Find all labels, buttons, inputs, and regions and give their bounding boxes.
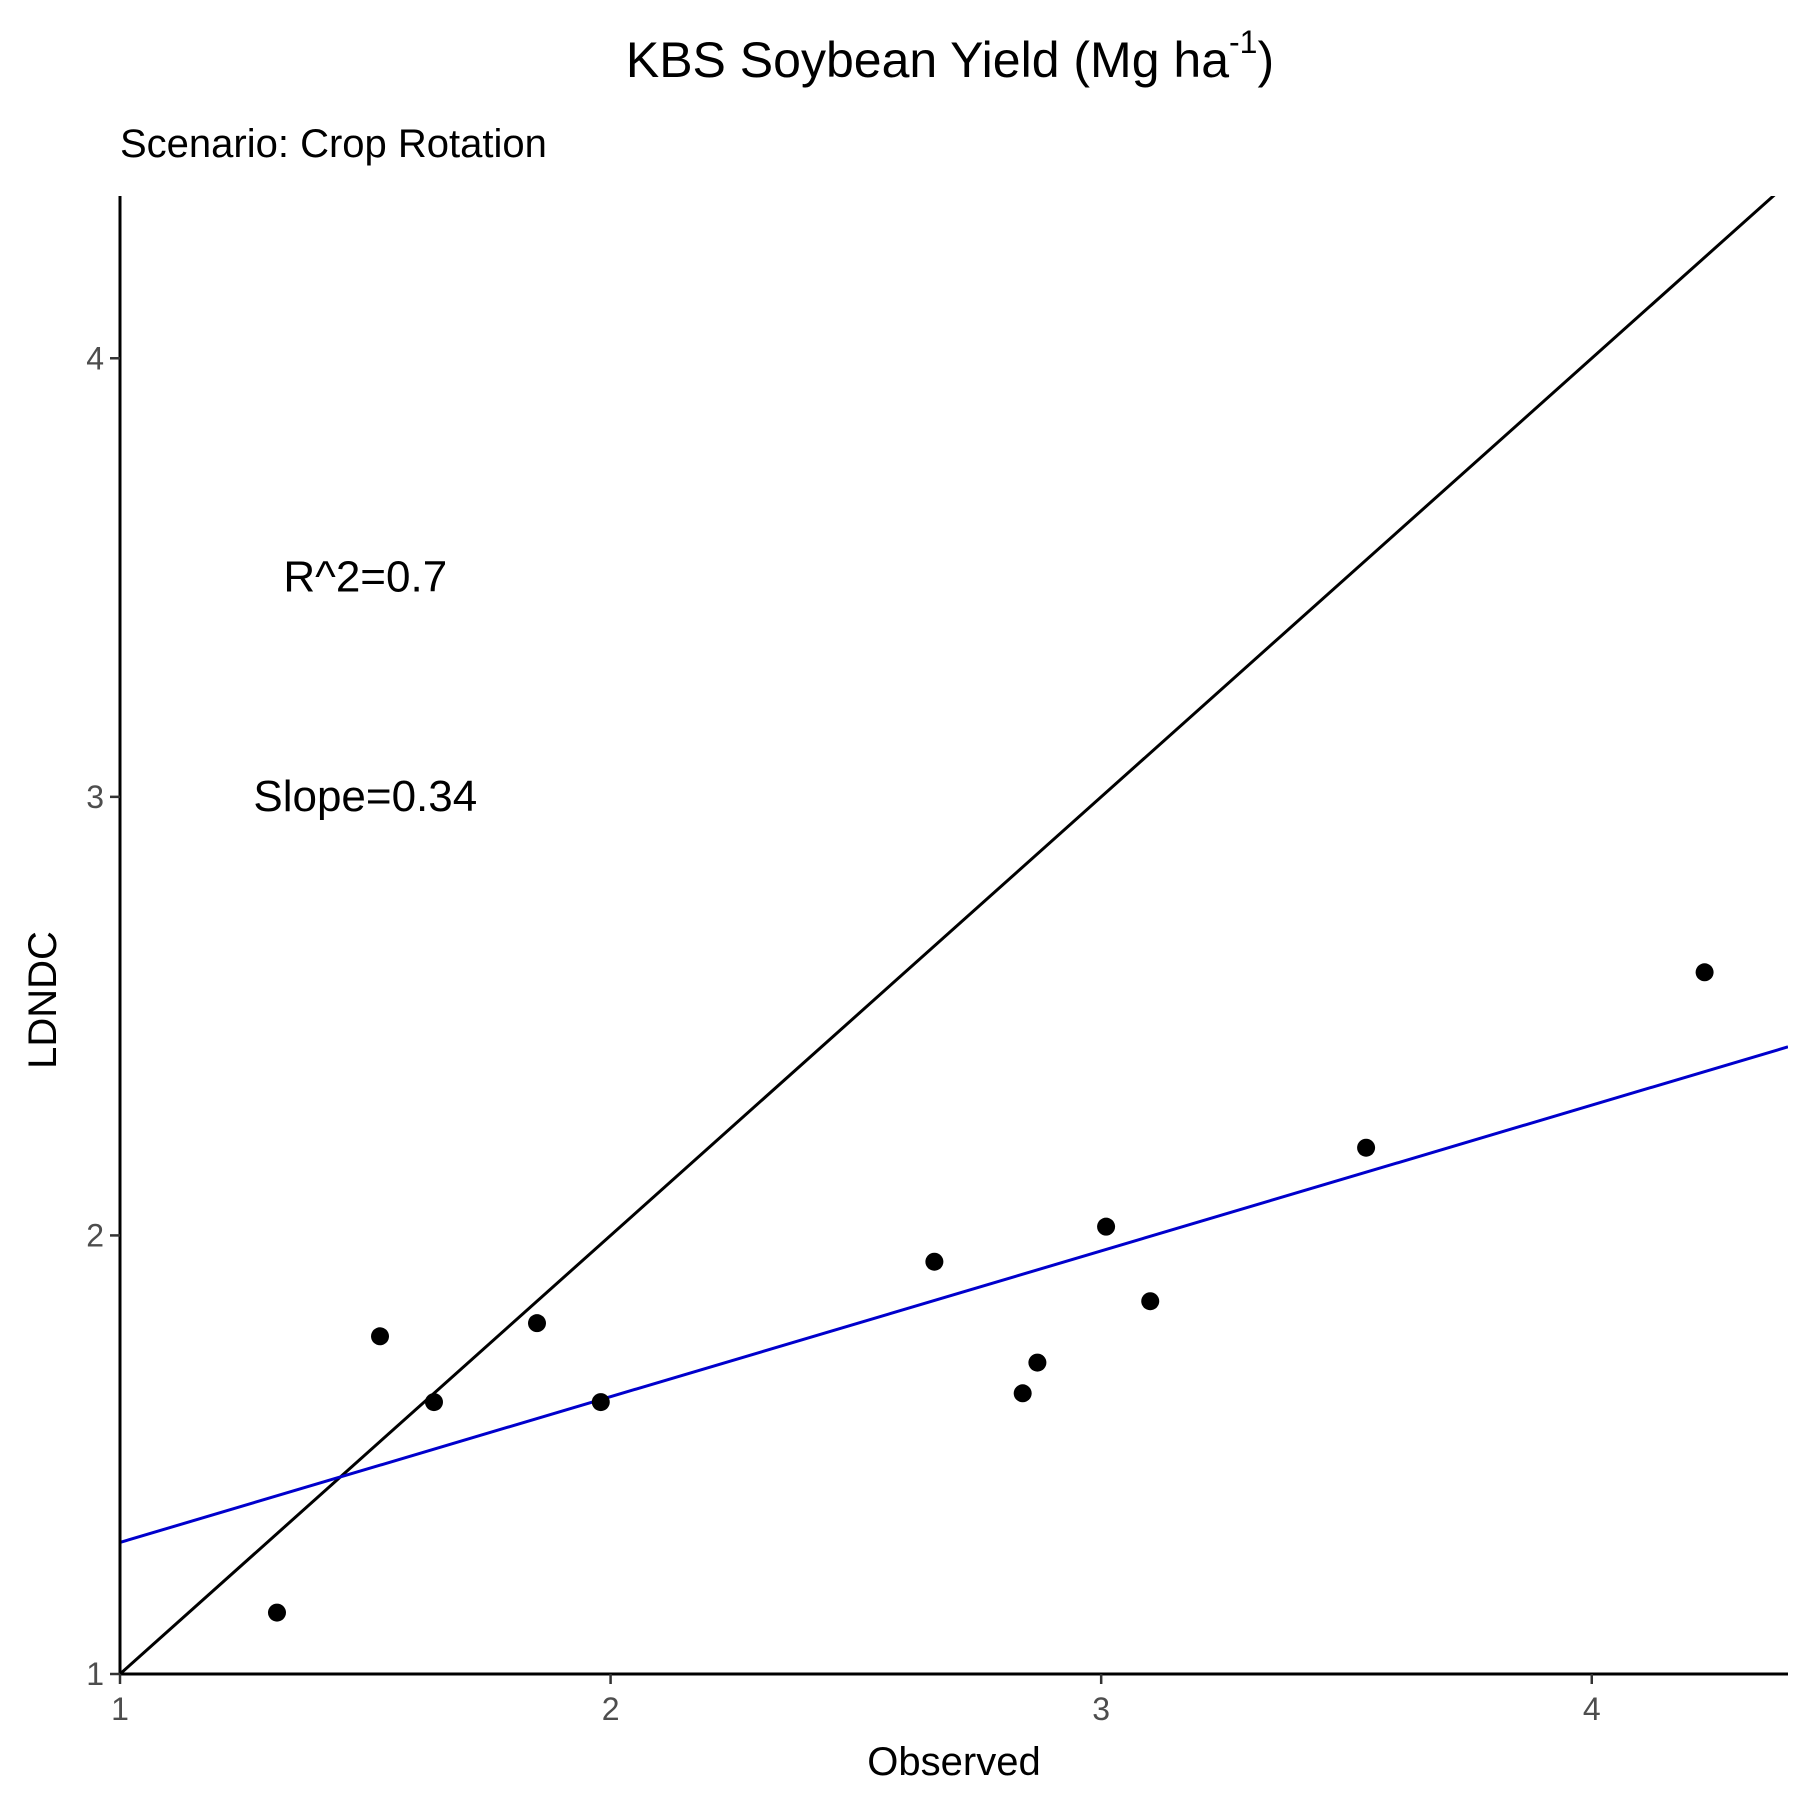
chart-subtitle: Scenario: Crop Rotation xyxy=(120,122,547,166)
data-point xyxy=(591,1393,610,1412)
plot-panel: 1 2 3 4 1 2 3 4 R^2=0.7 Slope=0.34 xyxy=(86,196,1788,1727)
x-axis-label: Observed xyxy=(867,1740,1040,1784)
data-point xyxy=(1357,1138,1376,1157)
x-tick-label: 1 xyxy=(111,1691,129,1727)
data-point xyxy=(1013,1384,1032,1403)
data-point xyxy=(371,1327,390,1346)
y-axis-label: LDNDC xyxy=(21,931,65,1069)
x-tick-label: 3 xyxy=(1092,1691,1110,1727)
y-tick-label: 3 xyxy=(86,779,104,815)
y-tick-label: 2 xyxy=(86,1217,104,1253)
identity-line xyxy=(120,196,1776,1674)
chart-title-superscript: -1 xyxy=(1229,24,1257,60)
data-point xyxy=(925,1252,944,1271)
chart-title-suffix: ) xyxy=(1257,32,1274,88)
y-tick-label: 4 xyxy=(86,340,104,376)
annotation-text: R^2=0.7 xyxy=(283,553,447,602)
chart-title: KBS Soybean Yield (Mg ha-1) xyxy=(626,24,1274,88)
data-point xyxy=(528,1314,546,1333)
y-tick-label: 1 xyxy=(86,1656,104,1692)
x-tick-label: 2 xyxy=(602,1691,620,1727)
chart-title-main: KBS Soybean Yield (Mg ha xyxy=(626,32,1229,88)
regression-line xyxy=(120,1045,1788,1544)
data-point xyxy=(1695,963,1714,982)
data-point xyxy=(1097,1217,1116,1236)
x-tick-label: 4 xyxy=(1583,1691,1601,1727)
data-point xyxy=(1028,1353,1047,1372)
data-point xyxy=(267,1603,286,1622)
data-point xyxy=(424,1393,443,1412)
annotation-text: Slope=0.34 xyxy=(253,772,477,821)
data-point xyxy=(1141,1292,1160,1311)
